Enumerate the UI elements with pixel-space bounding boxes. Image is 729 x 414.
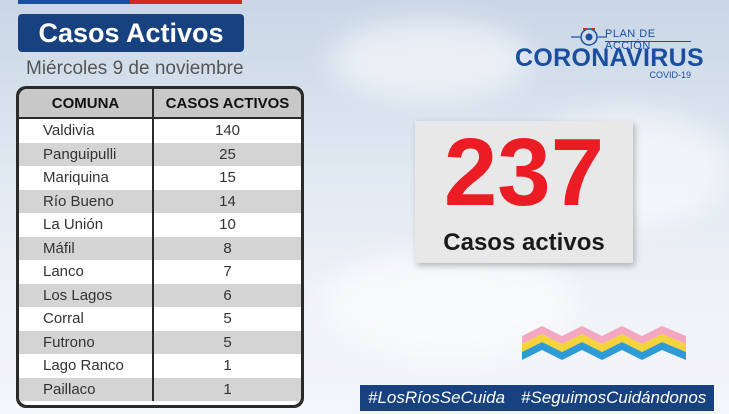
casos-cell: 6 xyxy=(153,283,301,307)
comuna-cell: Panguipulli xyxy=(19,142,154,166)
comuna-cell: Máfil xyxy=(19,236,154,260)
hashtag-los-rios: #LosRíosSeCuida xyxy=(360,385,514,411)
casos-cell: 15 xyxy=(153,166,301,190)
comuna-cell: Los Lagos xyxy=(19,283,154,307)
casos-cell: 8 xyxy=(153,236,301,260)
page-title: Casos Activos xyxy=(18,14,244,52)
table-header-row: COMUNA CASOS ACTIVOS xyxy=(19,89,301,119)
comuna-cell: Lago Ranco xyxy=(19,354,154,378)
total-cases-label: Casos activos xyxy=(443,229,605,256)
table-row: Valdivia 140 xyxy=(19,118,301,143)
column-header-comuna: COMUNA xyxy=(19,89,154,119)
government-crest-icon xyxy=(571,28,607,46)
casos-cell: 14 xyxy=(153,189,301,213)
table-row: Mariquina 15 xyxy=(19,166,301,190)
comuna-cell: Río Bueno xyxy=(19,189,154,213)
logo-name: CORONAVIRUS xyxy=(515,44,704,72)
comuna-cell: Paillaco xyxy=(19,377,154,401)
table-row: La Unión 10 xyxy=(19,213,301,237)
casos-cell: 5 xyxy=(153,307,301,331)
hashtag-seguimos: #SeguimosCuidándonos xyxy=(513,385,715,411)
casos-cell: 1 xyxy=(153,354,301,378)
comuna-cell: Mariquina xyxy=(19,166,154,190)
total-cases-card: 237 Casos activos xyxy=(415,121,633,263)
table-row: Paillaco 1 xyxy=(19,377,301,401)
coronavirus-logo: PLAN DE ACCIÓN CORONAVIRUS COVID-19 xyxy=(515,24,704,80)
casos-cell: 1 xyxy=(153,377,301,401)
total-cases-number: 237 xyxy=(443,119,605,226)
comuna-cell: Futrono xyxy=(19,330,154,354)
casos-cell: 5 xyxy=(153,330,301,354)
table-row: Río Bueno 14 xyxy=(19,189,301,213)
date-label: Miércoles 9 de noviembre xyxy=(26,58,244,79)
comuna-cell: La Unión xyxy=(19,213,154,237)
flag-stripe-blue xyxy=(18,0,130,4)
casos-cell: 140 xyxy=(153,118,301,143)
logo-sub: COVID-19 xyxy=(649,70,691,80)
table-row: Los Lagos 6 xyxy=(19,283,301,307)
los-rios-waves-icon xyxy=(522,326,686,360)
table-row: Futrono 5 xyxy=(19,330,301,354)
logo-plan-text: PLAN DE ACCIÓN xyxy=(605,28,656,52)
comuna-cell: Lanco xyxy=(19,260,154,284)
table-row: Panguipulli 25 xyxy=(19,142,301,166)
casos-cell: 10 xyxy=(153,213,301,237)
table-row: Lago Ranco 1 xyxy=(19,354,301,378)
column-header-casos: CASOS ACTIVOS xyxy=(153,89,301,119)
casos-cell: 7 xyxy=(153,260,301,284)
hashtag-bar: #LosRíosSeCuida #SeguimosCuidándonos xyxy=(360,385,715,411)
comuna-cell: Corral xyxy=(19,307,154,331)
table-row: Lanco 7 xyxy=(19,260,301,284)
flag-stripe-red xyxy=(130,0,242,4)
casos-cell: 25 xyxy=(153,142,301,166)
cases-table: COMUNA CASOS ACTIVOS Valdivia 140 Panguipu… xyxy=(16,86,304,408)
table-row: Máfil 8 xyxy=(19,236,301,260)
table-row: Corral 5 xyxy=(19,307,301,331)
comuna-cell: Valdivia xyxy=(19,118,154,143)
